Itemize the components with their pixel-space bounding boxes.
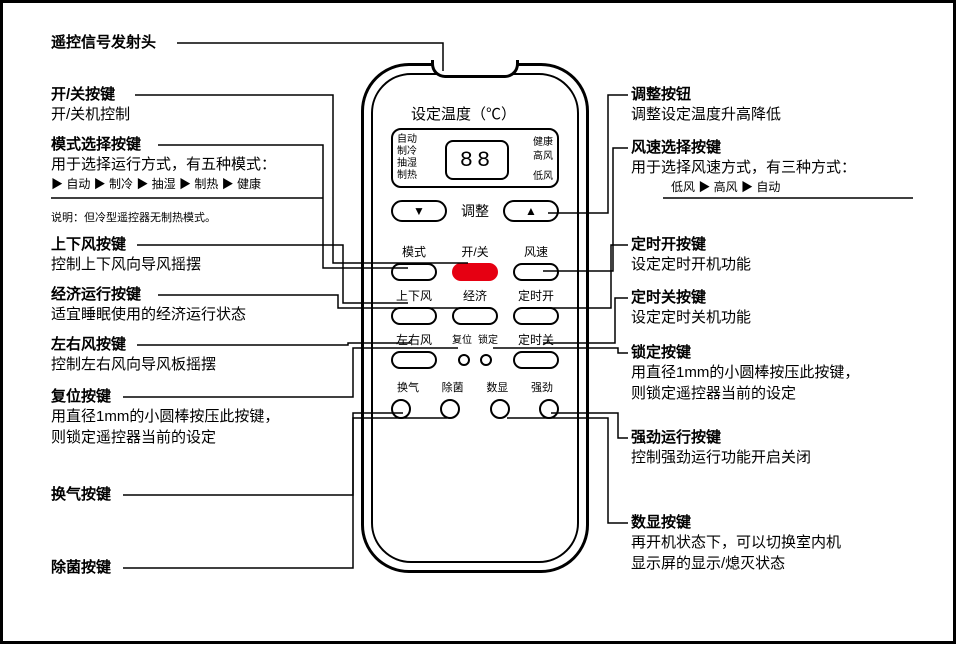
callout-strong-hd: 强劲运行按键 [631, 428, 811, 448]
arrow-up-icon: ▲ [525, 204, 537, 218]
button-grid: 模式 开/关 风速 上下风 经济 定时开 左右风 [391, 243, 559, 419]
callout-lock: 锁定按键 用直径1mm的小圆棒按压此按键， 则锁定遥控器当前的设定 [631, 343, 859, 404]
callout-display-hd: 数显按键 [631, 513, 841, 533]
callout-eco-tx: 适宜睡眠使用的经济运行状态 [51, 305, 246, 325]
eco-button[interactable] [452, 307, 498, 325]
callout-adjust: 调整按钮 调整设定温度升高降低 [631, 85, 781, 126]
strong-button[interactable] [539, 399, 559, 419]
lock-pinhole[interactable] [480, 354, 492, 366]
updown-button[interactable] [391, 307, 437, 325]
row1-labels: 模式 开/关 风速 [391, 243, 559, 260]
row2-labels: 上下风 经济 定时开 [391, 287, 559, 304]
callout-updown: 上下风按键 控制上下风向导风摇摆 [51, 235, 201, 276]
callout-sterilize: 除菌按键 [51, 558, 111, 578]
strong-label: 强劲 [525, 379, 559, 395]
lcd-digit-box: 88 [445, 140, 509, 180]
callout-lock-hd: 锁定按键 [631, 343, 859, 363]
remote: 设定温度（℃） 自动 制冷 抽湿 制热 88 健康 高风 低风 ▼ 调整 ▲ 模… [361, 63, 589, 573]
adjust-row: ▼ 调整 ▲ [391, 198, 559, 224]
fan-button[interactable] [513, 263, 559, 281]
callout-strong: 强劲运行按键 控制强劲运行功能开启关闭 [631, 428, 811, 469]
callout-timeron: 定时开按键 设定定时开机功能 [631, 235, 751, 276]
callout-display-tx: 再开机状态下，可以切换室内机 显示屏的显示/熄灭状态 [631, 533, 841, 574]
callout-timeron-tx: 设定定时开机功能 [631, 255, 751, 275]
callout-fanspeed-seq: 低风 ▶ 高风 ▶ 自动 [671, 179, 856, 195]
callout-fanspeed: 风速选择按键 用于选择风速方式，有三种方式： 低风 ▶ 高风 ▶ 自动 [631, 138, 856, 195]
mode-label: 模式 [391, 243, 437, 260]
sterilize-button[interactable] [440, 399, 460, 419]
callout-timeroff: 定时关按键 设定定时关机功能 [631, 288, 751, 329]
callout-reset-tx: 用直径1mm的小圆棒按压此按键， 则锁定遥控器当前的设定 [51, 407, 279, 448]
display-label: 数显 [480, 379, 514, 395]
callout-reset: 复位按键 用直径1mm的小圆棒按压此按键， 则锁定遥控器当前的设定 [51, 387, 279, 448]
callout-power-hd: 开/关按键 [51, 85, 130, 105]
lock-label: 锁定 [478, 331, 498, 348]
diagram-page: 设定温度（℃） 自动 制冷 抽湿 制热 88 健康 高风 低风 ▼ 调整 ▲ 模… [0, 0, 956, 644]
sterilize-label: 除菌 [436, 379, 470, 395]
callout-mode: 模式选择按键 用于选择运行方式，有五种模式： ▶ 自动 ▶ 制冷 ▶ 抽湿 ▶ … [51, 135, 276, 192]
timeron-label: 定时开 [513, 287, 559, 304]
callout-fanspeed-tx: 用于选择风速方式，有三种方式： [631, 158, 856, 178]
callout-vent: 换气按键 [51, 485, 111, 505]
callout-adjust-hd: 调整按钮 [631, 85, 781, 105]
adjust-up-button[interactable]: ▲ [503, 200, 559, 222]
callout-power-tx: 开/关机控制 [51, 105, 130, 125]
callout-strong-tx: 控制强劲运行功能开启关闭 [631, 448, 811, 468]
callout-mode-seq: ▶ 自动 ▶ 制冷 ▶ 抽湿 ▶ 制热 ▶ 健康 [51, 176, 276, 192]
callout-leftright-hd: 左右风按键 [51, 335, 216, 355]
lcd-left-modes: 自动 制冷 抽湿 制热 [397, 134, 417, 182]
callout-timeron-hd: 定时开按键 [631, 235, 751, 255]
callout-emitter-hd: 遥控信号发射头 [51, 33, 156, 53]
callout-display: 数显按键 再开机状态下，可以切换室内机 显示屏的显示/熄灭状态 [631, 513, 841, 574]
callout-note: 说明：但冷型遥控器无制热模式。 [51, 211, 216, 226]
callout-eco-hd: 经济运行按键 [51, 285, 246, 305]
vent-label: 换气 [391, 379, 425, 395]
callout-updown-hd: 上下风按键 [51, 235, 201, 255]
callout-timeroff-hd: 定时关按键 [631, 288, 751, 308]
callout-lock-tx: 用直径1mm的小圆棒按压此按键， 则锁定遥控器当前的设定 [631, 363, 859, 404]
vent-button[interactable] [391, 399, 411, 419]
callout-vent-hd: 换气按键 [51, 485, 111, 505]
mode-button[interactable] [391, 263, 437, 281]
callout-mode-tx: 用于选择运行方式，有五种模式： [51, 155, 276, 175]
callout-power: 开/关按键 开/关机控制 [51, 85, 130, 126]
callout-fanspeed-hd: 风速选择按键 [631, 138, 856, 158]
callout-updown-tx: 控制上下风向导风摇摆 [51, 255, 201, 275]
eco-label: 经济 [452, 287, 498, 304]
callout-sterilize-hd: 除菌按键 [51, 558, 111, 578]
lcd-digits: 88 [460, 148, 494, 173]
reset-pinhole[interactable] [458, 354, 470, 366]
callout-mode-hd: 模式选择按键 [51, 135, 276, 155]
lcd-screen: 自动 制冷 抽湿 制热 88 健康 高风 低风 [391, 128, 559, 188]
reset-label: 复位 [452, 331, 472, 348]
row4-labels: 换气 除菌 数显 强劲 [391, 379, 559, 395]
lcd-title: 设定温度（℃） [411, 103, 516, 124]
callout-adjust-tx: 调整设定温度升高降低 [631, 105, 781, 125]
power-button[interactable] [452, 263, 498, 281]
callout-eco: 经济运行按键 适宜睡眠使用的经济运行状态 [51, 285, 246, 326]
leftright-label: 左右风 [391, 331, 437, 348]
row3-labels: 左右风 复位 锁定 定时关 [391, 331, 559, 348]
power-label: 开/关 [452, 243, 498, 260]
timeroff-label: 定时关 [513, 331, 559, 348]
fan-label: 风速 [513, 243, 559, 260]
lcd-right-labels: 健康 高风 [533, 136, 553, 164]
leftright-button[interactable] [391, 351, 437, 369]
timeroff-button[interactable] [513, 351, 559, 369]
adjust-down-button[interactable]: ▼ [391, 200, 447, 222]
ir-emitter [431, 60, 519, 78]
display-button[interactable] [490, 399, 510, 419]
arrow-down-icon: ▼ [413, 204, 425, 218]
callout-leftright-tx: 控制左右风向导风板摇摆 [51, 355, 216, 375]
adjust-label: 调整 [461, 201, 489, 221]
callout-leftright: 左右风按键 控制左右风向导风板摇摆 [51, 335, 216, 376]
callout-timeroff-tx: 设定定时关机功能 [631, 308, 751, 328]
lcd-right-bottom: 低风 [533, 167, 553, 182]
updown-label: 上下风 [391, 287, 437, 304]
timeron-button[interactable] [513, 307, 559, 325]
callout-reset-hd: 复位按键 [51, 387, 279, 407]
callout-emitter: 遥控信号发射头 [51, 33, 156, 53]
